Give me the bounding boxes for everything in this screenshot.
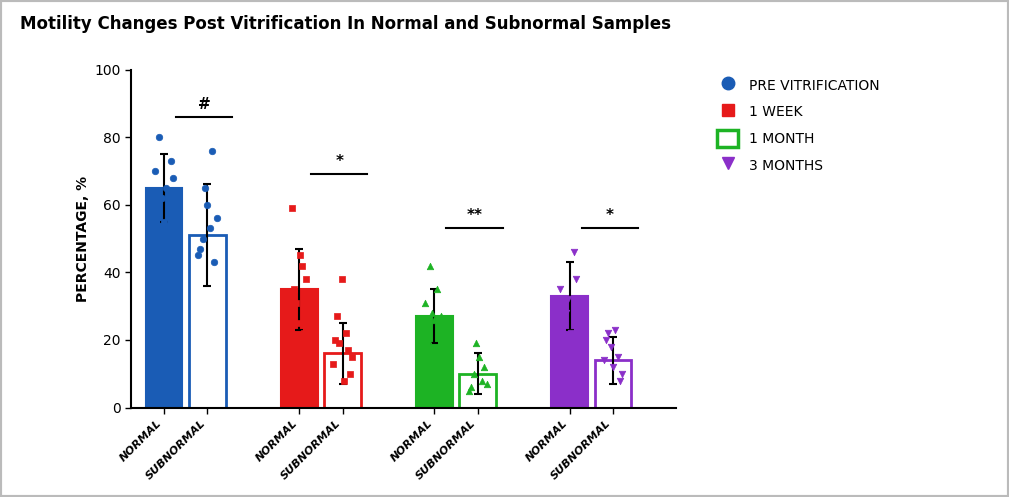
Point (468, 339, 484, 347)
Point (190, 251, 206, 259)
Point (476, 363, 492, 371)
Point (344, 353, 360, 361)
Point (325, 360, 341, 368)
Point (558, 309, 574, 317)
Point (463, 383, 479, 391)
Point (160, 201, 177, 209)
Point (206, 258, 222, 266)
Point (563, 329, 579, 337)
Point (202, 225, 218, 233)
Point (424, 309, 440, 317)
Point (209, 214, 225, 222)
Point (460, 387, 476, 395)
Point (158, 184, 175, 192)
Point (429, 285, 445, 293)
Text: **: ** (466, 208, 482, 223)
Point (598, 336, 614, 344)
Point (479, 380, 495, 388)
Point (609, 353, 626, 361)
Point (197, 184, 213, 192)
Text: #: # (198, 97, 211, 112)
Point (151, 133, 167, 141)
Point (466, 370, 482, 378)
Point (417, 299, 433, 307)
Point (568, 275, 584, 283)
Point (199, 201, 215, 209)
Bar (416, 316, 453, 408)
Point (295, 261, 311, 269)
Point (289, 299, 305, 307)
Point (165, 174, 182, 182)
Point (611, 377, 628, 385)
Point (342, 370, 358, 378)
Point (156, 218, 173, 226)
Point (193, 245, 209, 252)
Point (595, 356, 611, 364)
Point (566, 248, 582, 256)
Bar (459, 374, 496, 408)
Bar (145, 188, 183, 408)
Legend: PRE VITRIFICATION, 1 WEEK, 1 MONTH, 3 MONTHS: PRE VITRIFICATION, 1 WEEK, 1 MONTH, 3 MO… (710, 70, 887, 180)
Point (284, 204, 300, 212)
Point (333, 275, 349, 283)
Text: Motility Changes Post Vitrification In Normal and Subnormal Samples: Motility Changes Post Vitrification In N… (20, 15, 671, 33)
Point (433, 312, 449, 320)
Point (291, 319, 307, 327)
Point (153, 194, 170, 202)
Point (560, 295, 576, 303)
Point (602, 343, 619, 351)
Text: *: * (605, 208, 613, 223)
Point (607, 326, 624, 334)
Text: *: * (335, 154, 343, 169)
Bar (324, 353, 361, 408)
Point (204, 147, 220, 155)
Y-axis label: PERCENTAGE, %: PERCENTAGE, % (77, 175, 90, 302)
Point (297, 329, 313, 337)
Point (340, 346, 356, 354)
Point (299, 275, 315, 283)
Point (149, 208, 165, 216)
Point (422, 261, 438, 269)
Bar (281, 289, 318, 408)
Point (600, 329, 616, 337)
Point (286, 285, 302, 293)
Point (436, 343, 452, 351)
Point (420, 336, 436, 344)
Point (431, 326, 447, 334)
Point (336, 377, 352, 385)
Point (338, 329, 354, 337)
Point (571, 319, 587, 327)
Point (282, 336, 298, 344)
Point (162, 157, 179, 165)
Bar (189, 235, 226, 408)
Point (146, 167, 162, 175)
Point (329, 312, 345, 320)
Point (293, 251, 309, 259)
Point (327, 336, 343, 344)
Point (195, 235, 211, 243)
Bar (551, 296, 588, 408)
Point (301, 309, 317, 317)
Point (614, 370, 631, 378)
Point (331, 339, 347, 347)
Point (473, 377, 489, 385)
Point (605, 363, 622, 371)
Point (427, 316, 443, 324)
Point (552, 285, 568, 293)
Point (471, 353, 487, 361)
Bar (594, 360, 632, 408)
Point (555, 299, 571, 307)
